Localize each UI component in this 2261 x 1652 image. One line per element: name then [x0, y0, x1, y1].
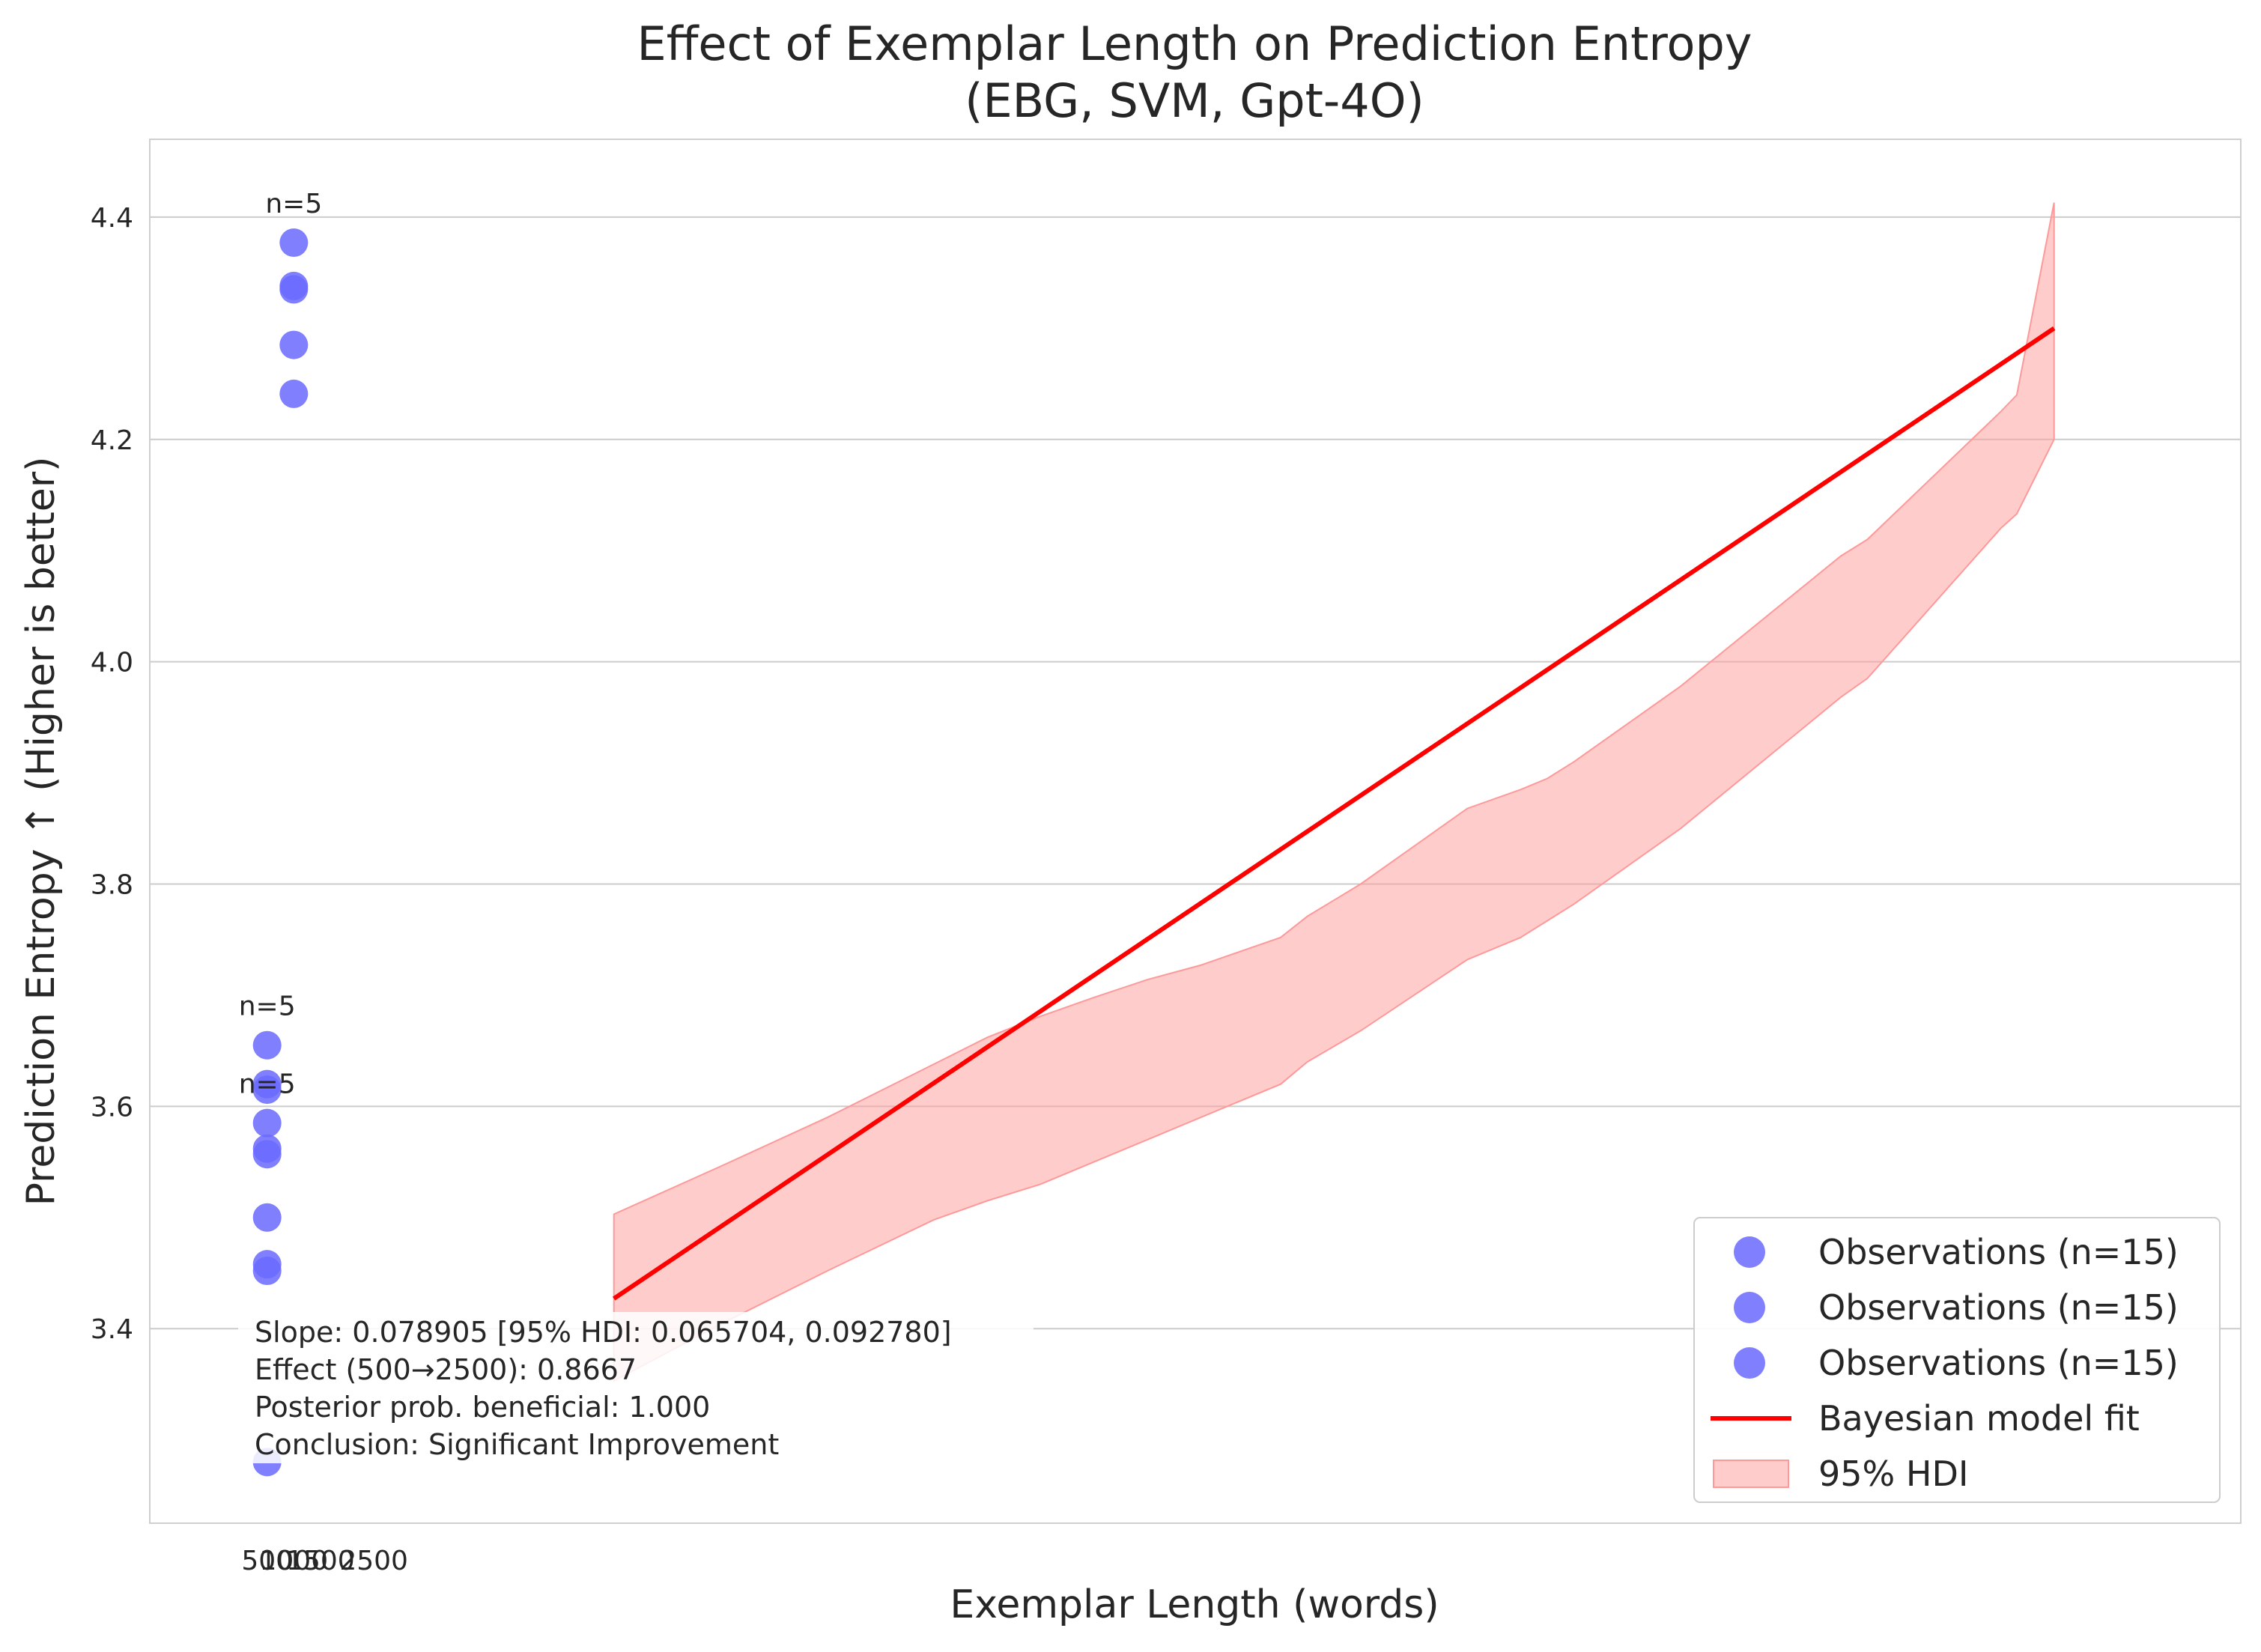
stats-posterior-text: Posterior prob. beneficial: 1.000 — [255, 1391, 710, 1424]
chart-title-line1: Effect of Exemplar Length on Prediction … — [637, 16, 1752, 71]
observation-points-layer — [252, 228, 309, 1477]
legend-marker — [1734, 1347, 1765, 1379]
stats-annotation-box — [238, 1312, 1034, 1463]
observation-point — [252, 1108, 282, 1138]
x-axis-label: Exemplar Length (words) — [950, 1582, 1439, 1627]
legend-label: Observations (n=15) — [1818, 1343, 2179, 1383]
y-axis-ticks: 3.4 3.6 3.8 4.0 4.2 4.4 — [91, 203, 133, 1345]
legend-label: Observations (n=15) — [1818, 1287, 2179, 1328]
stats-slope-text: Slope: 0.078905 [95% HDI: 0.065704, 0.09… — [255, 1316, 952, 1349]
observation-point — [252, 1075, 282, 1105]
x-tick-label: 1500 — [286, 1546, 355, 1576]
y-axis-label: Prediction Entropy ↑ (Higher is better) — [19, 457, 64, 1206]
observation-point — [279, 228, 309, 258]
y-tick-label: 3.8 — [91, 870, 133, 901]
fit-line-layer — [612, 326, 2056, 1301]
stats-conclusion-text: Conclusion: Significant Improvement — [255, 1428, 779, 1461]
chart-title-line2: (EBG, SVM, Gpt-4O) — [965, 73, 1424, 128]
x-tick-label: 1000 — [259, 1546, 328, 1576]
hdi-band — [613, 202, 2055, 1382]
observation-point — [252, 1257, 282, 1286]
observation-point — [279, 330, 309, 359]
stats-effect-text: Effect (500→2500): 0.8667 — [255, 1353, 637, 1386]
y-tick-label: 3.6 — [91, 1092, 133, 1123]
y-tick-label: 4.4 — [91, 203, 133, 234]
group-labels-layer: n=5 n=5 n=5 — [239, 189, 323, 1100]
group-count-label: n=5 — [265, 189, 322, 219]
observation-point — [252, 1203, 282, 1232]
legend-label: Observations (n=15) — [1818, 1232, 2179, 1272]
y-tick-label: 3.4 — [91, 1314, 133, 1345]
legend-label: 95% HDI — [1818, 1454, 1968, 1494]
observation-point — [252, 1134, 282, 1163]
group-count-label: n=5 — [239, 991, 296, 1022]
legend: Observations (n=15) Observations (n=15) Ob… — [1693, 1217, 2221, 1503]
observation-point — [252, 1030, 282, 1060]
legend-marker — [1734, 1236, 1765, 1268]
hdi-band-layer — [613, 202, 2055, 1382]
legend-patch-swatch — [1713, 1460, 1789, 1488]
y-tick-label: 4.2 — [91, 425, 133, 456]
x-tick-label: 500 — [241, 1546, 293, 1576]
legend-box — [1693, 1217, 2221, 1503]
y-tick-label: 4.0 — [91, 648, 133, 678]
stats-annotation: Slope: 0.078905 [95% HDI: 0.065704, 0.09… — [238, 1312, 1034, 1463]
fit-line — [612, 326, 2056, 1301]
legend-marker — [1734, 1292, 1765, 1323]
legend-entries: Observations (n=15) Observations (n=15) Ob… — [1711, 1232, 2179, 1494]
legend-label: Bayesian model fit — [1818, 1398, 2140, 1439]
group-count-label: n=5 — [239, 1069, 296, 1100]
observation-point — [279, 275, 309, 304]
x-tick-label: 2500 — [339, 1546, 408, 1576]
observation-point — [279, 379, 309, 408]
